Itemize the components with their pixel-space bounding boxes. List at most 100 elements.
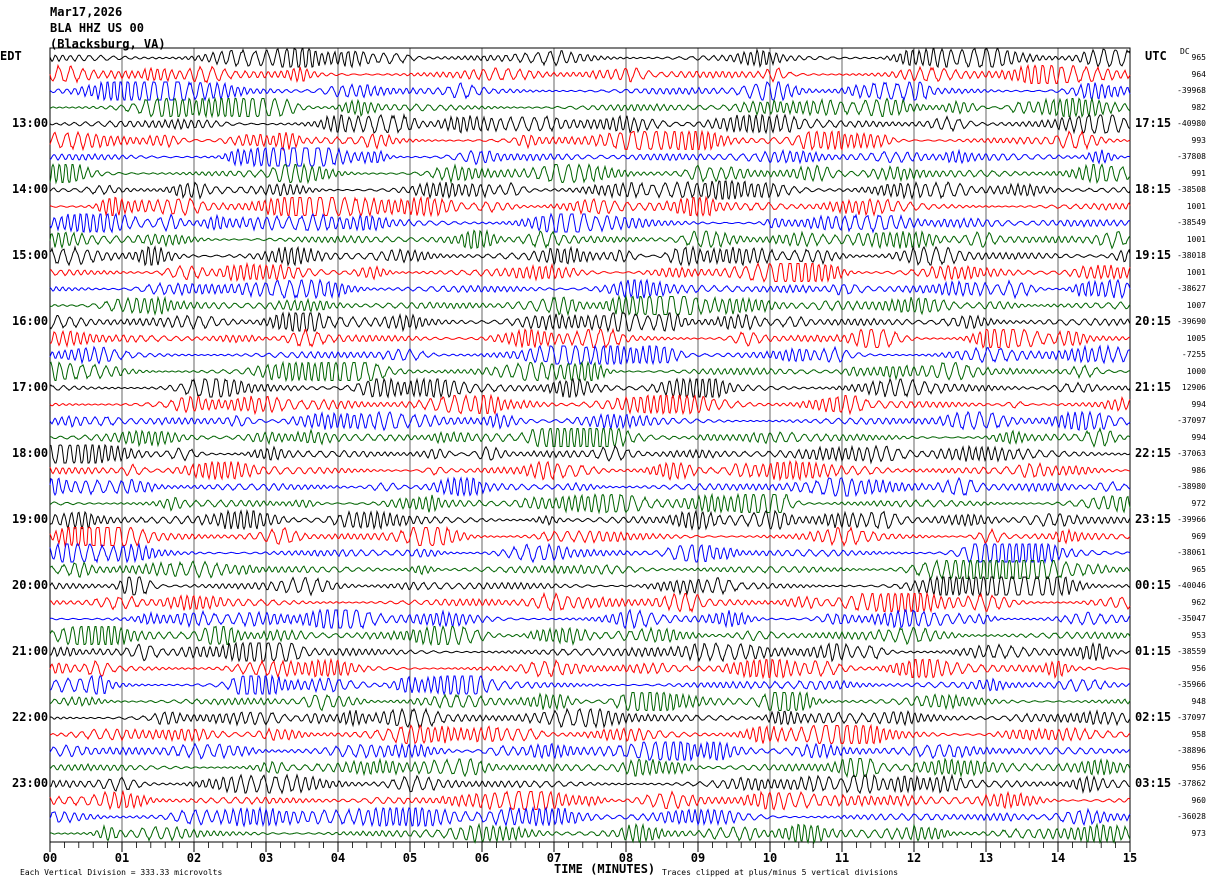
x-tick-label: 02 xyxy=(187,851,201,865)
dc-offset-label: 958 xyxy=(1191,729,1206,739)
seismic-trace xyxy=(49,426,1131,448)
left-hour-label: 22:00 xyxy=(12,710,49,724)
dc-offset-label: 1005 xyxy=(1186,333,1206,343)
right-hour-label: 03:15 xyxy=(1135,776,1172,790)
scale-note: Each Vertical Division = 333.33 microvol… xyxy=(20,868,223,877)
x-tick-label: 06 xyxy=(475,851,489,865)
x-tick-label: 11 xyxy=(835,851,849,865)
seismic-trace xyxy=(49,625,1131,647)
dc-offset-label: -38980 xyxy=(1177,482,1206,491)
dc-offset-label: -37862 xyxy=(1177,779,1206,788)
seismic-trace xyxy=(49,80,1131,102)
dc-offset-label: 956 xyxy=(1191,663,1206,673)
x-axis-label: TIME (MINUTES) xyxy=(554,862,656,876)
x-tick-label: 12 xyxy=(907,851,921,865)
left-hour-label: 23:00 xyxy=(12,776,49,790)
right-hour-label: 18:15 xyxy=(1135,182,1172,196)
seismic-trace xyxy=(49,179,1131,201)
dc-offset-label: -39968 xyxy=(1177,86,1206,95)
dc-offset-label: -35047 xyxy=(1177,614,1206,623)
dc-offset-label: 960 xyxy=(1191,795,1206,805)
seismic-trace xyxy=(49,245,1131,267)
dc-offset-label: 1001 xyxy=(1186,234,1206,244)
x-tick-label: 08 xyxy=(619,851,633,865)
right-hour-label: 17:15 xyxy=(1135,116,1172,130)
dc-offset-label: -38061 xyxy=(1177,548,1206,557)
location-label: (Blacksburg, VA) xyxy=(50,37,166,51)
seismic-trace xyxy=(49,740,1131,762)
dc-offset-label: 12906 xyxy=(1181,383,1206,392)
right-hour-label: 21:15 xyxy=(1135,380,1172,394)
left-hour-label: 17:00 xyxy=(12,380,49,394)
dc-offset-label: -36028 xyxy=(1177,812,1206,821)
left-timezone-label: EDT xyxy=(0,49,22,63)
x-tick-label: 09 xyxy=(691,851,705,865)
x-tick-label: 15 xyxy=(1123,851,1137,865)
seismic-trace xyxy=(49,410,1131,432)
dc-offset-label: 982 xyxy=(1191,102,1206,112)
seismic-trace xyxy=(49,559,1131,580)
right-hour-label: 23:15 xyxy=(1135,512,1172,526)
seismic-trace xyxy=(49,228,1131,250)
seismic-trace xyxy=(49,509,1131,531)
x-tick-label: 00 xyxy=(43,851,57,865)
clip-note: Traces clipped at plus/minus 5 vertical … xyxy=(662,868,899,877)
dc-offset-label: -38549 xyxy=(1177,218,1206,227)
x-tick-label: 01 xyxy=(115,851,129,865)
seismic-trace xyxy=(49,294,1131,317)
dc-offset-label: -38627 xyxy=(1177,284,1206,293)
dc-offset-label: -37808 xyxy=(1177,152,1206,161)
seismic-trace xyxy=(49,707,1131,729)
seismic-trace xyxy=(49,690,1131,712)
x-tick-label: 03 xyxy=(259,851,273,865)
left-hour-label: 21:00 xyxy=(12,644,49,658)
dc-offset-label: 965 xyxy=(1191,53,1206,62)
x-tick-label: 04 xyxy=(331,851,345,865)
left-hour-label: 20:00 xyxy=(12,578,49,592)
seismic-trace xyxy=(49,63,1131,84)
left-hour-label: 14:00 xyxy=(12,182,49,196)
left-hour-label: 16:00 xyxy=(12,314,49,328)
seismic-trace xyxy=(49,591,1131,614)
seismic-trace xyxy=(49,492,1131,515)
seismic-trace xyxy=(49,608,1131,630)
right-hour-label: 00:15 xyxy=(1135,578,1172,592)
date-label: Mar17,2026 xyxy=(50,5,123,19)
dc-offset-label: 948 xyxy=(1191,696,1206,706)
x-tick-label: 13 xyxy=(979,851,993,865)
seismic-trace xyxy=(49,311,1131,333)
dc-offset-label: -38018 xyxy=(1177,251,1206,260)
dc-offset-label: 964 xyxy=(1191,69,1206,79)
left-hour-label: 18:00 xyxy=(12,446,49,460)
seismic-trace xyxy=(49,443,1131,465)
left-hour-label: 15:00 xyxy=(12,248,49,262)
x-tick-label: 10 xyxy=(763,851,777,865)
seismic-trace xyxy=(49,542,1131,564)
dc-offset-label: 1001 xyxy=(1186,267,1206,277)
seismic-trace xyxy=(49,47,1131,69)
dc-offset-label: 956 xyxy=(1191,762,1206,772)
seismic-trace xyxy=(49,162,1131,185)
dc-offset-label: -37097 xyxy=(1177,713,1206,722)
seismic-trace xyxy=(49,113,1131,135)
seismic-trace xyxy=(49,212,1131,234)
dc-label: DC xyxy=(1180,47,1190,56)
right-hour-label: 22:15 xyxy=(1135,446,1172,460)
dc-offset-label: -40046 xyxy=(1177,581,1206,590)
dc-offset-label: 972 xyxy=(1191,498,1206,508)
dc-offset-label: -7255 xyxy=(1181,350,1206,359)
dc-offset-label: -38559 xyxy=(1177,647,1206,656)
right-hour-label: 02:15 xyxy=(1135,710,1172,724)
dc-offset-label: 973 xyxy=(1191,828,1206,838)
seismic-trace xyxy=(49,195,1131,218)
seismic-trace xyxy=(49,344,1131,366)
x-tick-label: 05 xyxy=(403,851,417,865)
dc-offset-label: 969 xyxy=(1191,531,1206,541)
dc-offset-label: 986 xyxy=(1191,465,1206,475)
seismic-trace xyxy=(49,476,1131,497)
dc-offset-label: 962 xyxy=(1191,597,1206,607)
dc-offset-label: 993 xyxy=(1191,135,1206,145)
seismic-trace xyxy=(49,641,1131,663)
seismic-trace xyxy=(49,789,1131,811)
left-hour-label: 19:00 xyxy=(12,512,49,526)
